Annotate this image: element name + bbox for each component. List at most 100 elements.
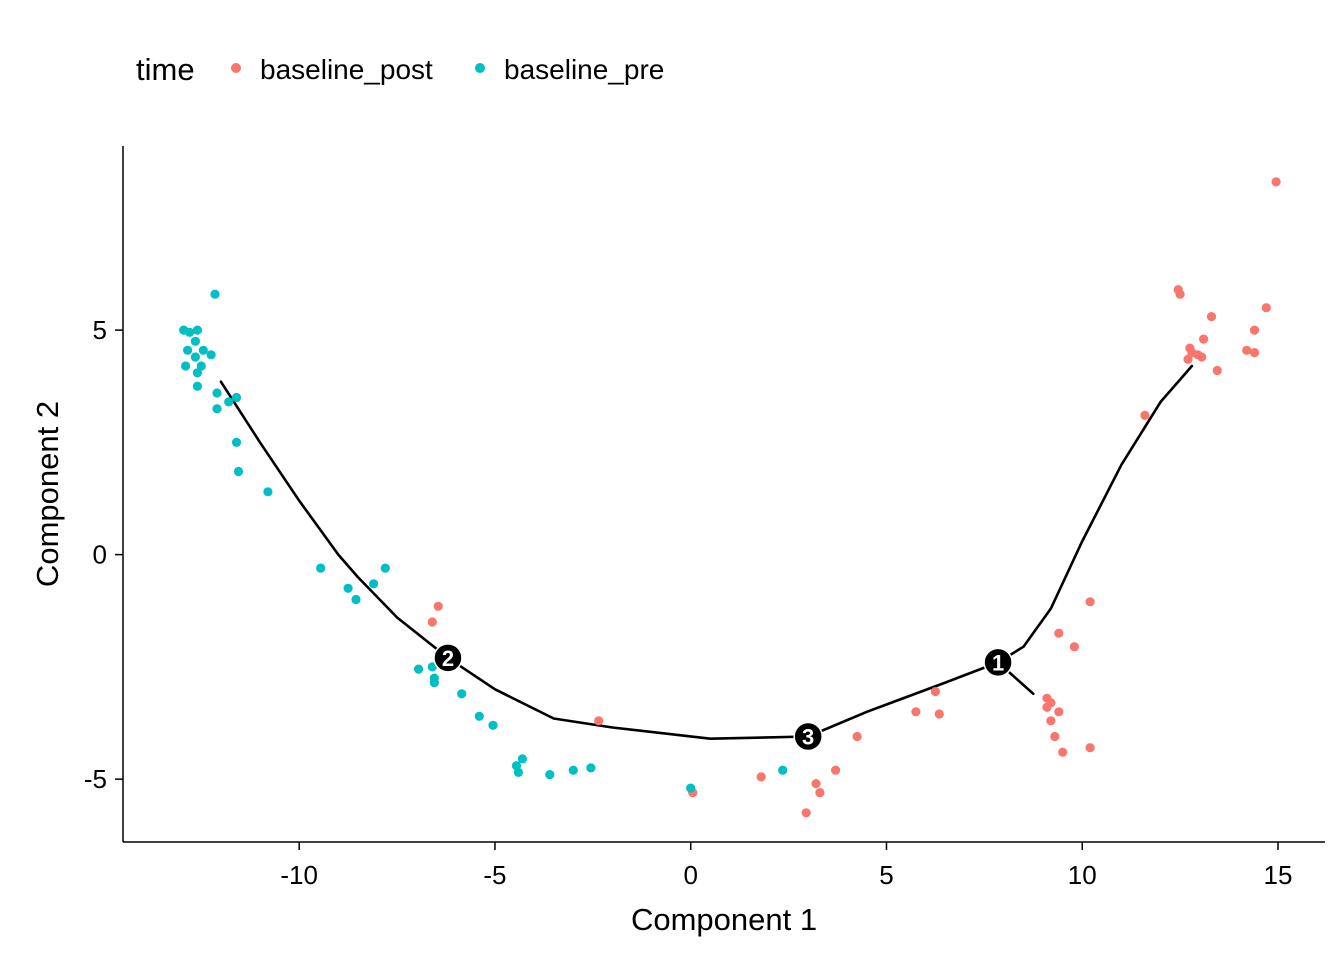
point-baseline-pre xyxy=(196,361,206,371)
legend-swatch-baseline-post xyxy=(231,63,241,73)
point-baseline-post xyxy=(1042,702,1052,712)
point-baseline-post xyxy=(1054,707,1064,717)
point-baseline-pre xyxy=(185,327,195,337)
point-baseline-post xyxy=(911,707,921,717)
point-baseline-post xyxy=(427,617,437,627)
x-tick-label: -10 xyxy=(280,860,318,890)
branch-point-label: 3 xyxy=(802,724,814,749)
point-baseline-post xyxy=(1206,312,1217,322)
point-baseline-pre xyxy=(206,350,216,360)
point-baseline-pre xyxy=(545,770,555,780)
point-baseline-post xyxy=(1069,642,1079,652)
x-tick-label: 0 xyxy=(683,860,697,890)
point-baseline-post xyxy=(811,779,821,789)
branch-point-1 xyxy=(983,647,1013,678)
point-baseline-post xyxy=(934,709,944,719)
x-axis-title: Component 1 xyxy=(631,902,817,937)
point-baseline-post xyxy=(756,772,766,782)
point-baseline-post xyxy=(852,731,862,742)
legend-swatch-baseline-pre xyxy=(475,63,485,73)
point-baseline-pre xyxy=(212,404,222,414)
point-baseline-pre xyxy=(488,720,498,730)
point-baseline-pre xyxy=(457,689,467,699)
point-baseline-pre xyxy=(351,594,361,605)
data-points xyxy=(179,177,1281,818)
legend-title: time xyxy=(136,52,195,87)
point-baseline-pre xyxy=(316,563,326,573)
point-baseline-post xyxy=(1046,716,1056,726)
point-baseline-pre xyxy=(231,437,242,447)
y-tick-label: 0 xyxy=(93,540,107,570)
point-baseline-pre xyxy=(414,664,424,674)
point-baseline-post xyxy=(1140,410,1150,420)
point-baseline-post xyxy=(594,716,604,726)
point-baseline-pre xyxy=(568,765,578,775)
point-baseline-pre xyxy=(212,388,222,398)
y-tick-label: 5 xyxy=(93,315,107,345)
x-ticks: -10 -5 0 5 10 15 xyxy=(280,842,1292,890)
point-baseline-post xyxy=(1175,289,1185,299)
point-baseline-post xyxy=(1183,354,1193,364)
point-baseline-pre xyxy=(192,381,202,391)
point-baseline-pre xyxy=(192,325,202,335)
x-tick-label: 15 xyxy=(1264,860,1293,890)
x-tick-label: 5 xyxy=(879,860,893,890)
point-baseline-pre xyxy=(429,678,439,688)
point-baseline-pre xyxy=(183,345,193,355)
point-baseline-post xyxy=(1249,325,1260,335)
point-baseline-pre xyxy=(380,563,390,573)
point-baseline-post xyxy=(815,788,825,798)
point-baseline-pre xyxy=(190,336,200,346)
point-baseline-pre xyxy=(586,763,596,773)
point-baseline-pre xyxy=(198,345,208,355)
trajectory-segment xyxy=(806,661,1000,738)
point-baseline-pre xyxy=(190,352,200,362)
point-baseline-pre xyxy=(517,754,528,764)
point-baseline-pre xyxy=(474,711,484,721)
trajectory-lines xyxy=(219,364,1194,741)
point-baseline-pre xyxy=(778,765,788,775)
legend-label-baseline-pre: baseline_pre xyxy=(504,54,664,85)
point-baseline-post xyxy=(1197,352,1207,362)
y-ticks: -5 0 5 xyxy=(84,315,123,794)
point-baseline-post xyxy=(1261,303,1271,313)
point-baseline-pre xyxy=(369,579,379,589)
point-baseline-post xyxy=(1085,597,1095,607)
point-baseline-post xyxy=(1242,345,1252,355)
point-baseline-pre xyxy=(224,397,234,407)
trajectory-segment xyxy=(219,380,450,660)
point-baseline-pre xyxy=(343,583,353,593)
point-baseline-pre xyxy=(181,361,191,371)
point-baseline-pre xyxy=(233,466,244,477)
point-baseline-post xyxy=(801,808,811,818)
y-axis-title: Component 2 xyxy=(30,401,65,587)
point-baseline-post xyxy=(1199,334,1209,344)
point-baseline-post xyxy=(1054,628,1064,638)
point-baseline-pre xyxy=(427,662,437,672)
x-tick-label: 10 xyxy=(1068,860,1097,890)
point-baseline-pre xyxy=(210,289,220,299)
point-baseline-pre xyxy=(231,392,242,403)
legend: time baseline_post baseline_pre xyxy=(136,52,664,87)
point-baseline-post xyxy=(1058,747,1068,757)
branch-point-label: 1 xyxy=(992,650,1004,675)
trajectory-segment xyxy=(996,364,1194,664)
y-tick-label: -5 xyxy=(84,764,107,794)
point-baseline-pre xyxy=(686,783,696,793)
point-baseline-post xyxy=(433,601,443,611)
point-baseline-post xyxy=(1249,348,1260,358)
point-baseline-post xyxy=(1085,743,1095,753)
legend-label-baseline-post: baseline_post xyxy=(260,54,433,85)
point-baseline-post xyxy=(930,687,941,697)
point-baseline-post xyxy=(1212,365,1222,376)
point-baseline-post xyxy=(831,765,841,775)
point-baseline-post xyxy=(1271,177,1281,187)
branch-point-2 xyxy=(433,643,463,673)
trajectory-segment xyxy=(446,656,810,741)
point-baseline-pre xyxy=(263,487,273,497)
point-baseline-pre xyxy=(192,368,202,378)
x-tick-label: -5 xyxy=(483,860,506,890)
branch-points: 1 2 3 xyxy=(433,643,1013,752)
axes: -10 -5 0 5 10 15 -5 0 5 Component 1 Component 2 xyxy=(30,146,1325,937)
